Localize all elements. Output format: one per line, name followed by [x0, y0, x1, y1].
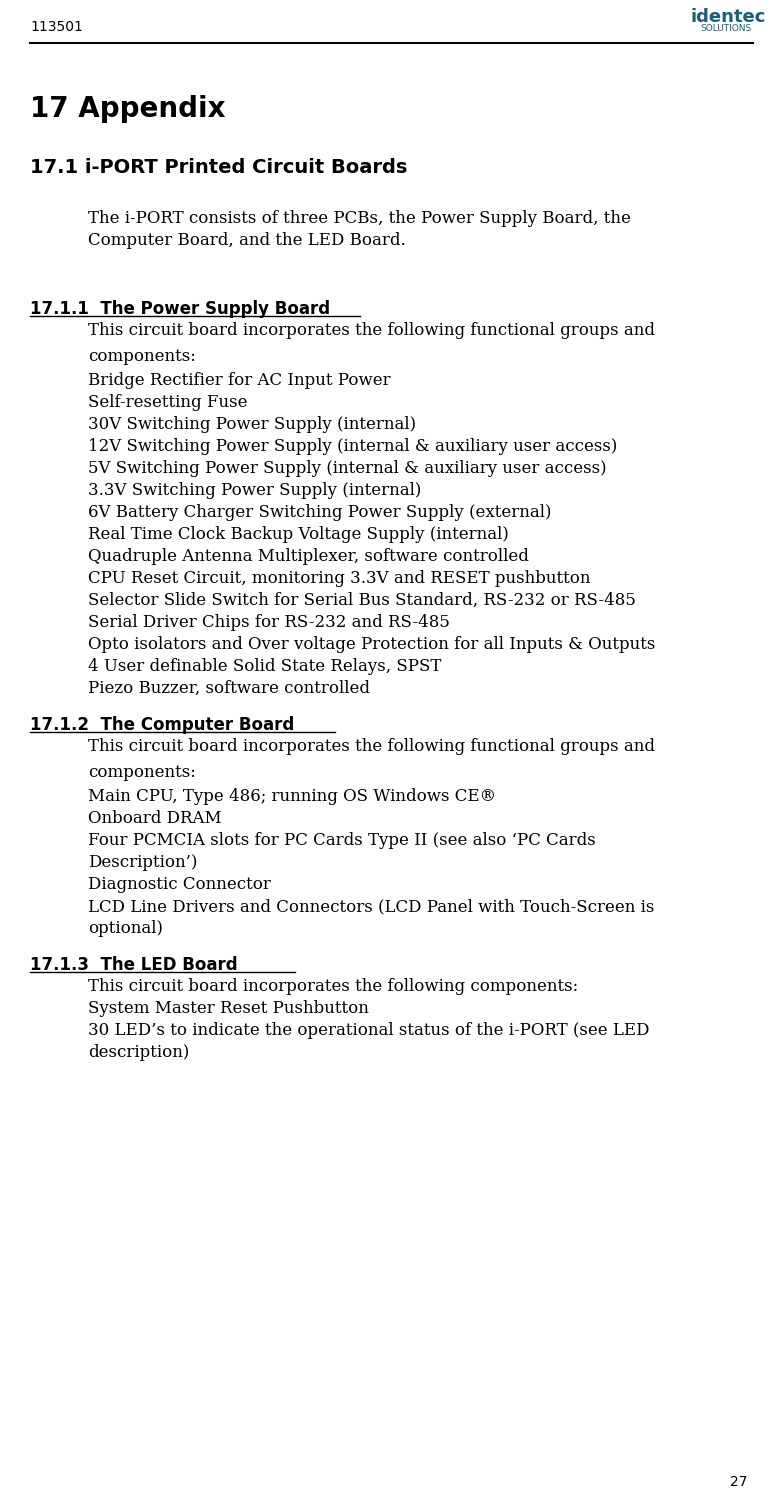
- Text: 113501: 113501: [30, 19, 83, 34]
- Text: Quadruple Antenna Multiplexer, software controlled: Quadruple Antenna Multiplexer, software …: [88, 548, 529, 565]
- Text: 3.3V Switching Power Supply (internal): 3.3V Switching Power Supply (internal): [88, 482, 421, 500]
- Text: Diagnostic Connector: Diagnostic Connector: [88, 877, 271, 893]
- Text: 5V Switching Power Supply (internal & auxiliary user access): 5V Switching Power Supply (internal & au…: [88, 459, 607, 477]
- Text: Description’): Description’): [88, 854, 197, 871]
- Text: 12V Switching Power Supply (internal & auxiliary user access): 12V Switching Power Supply (internal & a…: [88, 438, 617, 455]
- Text: The i-PORT consists of three PCBs, the Power Supply Board, the: The i-PORT consists of three PCBs, the P…: [88, 209, 631, 227]
- Text: Serial Driver Chips for RS-232 and RS-485: Serial Driver Chips for RS-232 and RS-48…: [88, 613, 450, 631]
- Text: 17.1.1  The Power Supply Board: 17.1.1 The Power Supply Board: [30, 301, 330, 319]
- Text: SOLUTIONS: SOLUTIONS: [700, 24, 751, 33]
- Text: This circuit board incorporates the following functional groups and: This circuit board incorporates the foll…: [88, 322, 655, 340]
- Text: CPU Reset Circuit, monitoring 3.3V and RESET pushbutton: CPU Reset Circuit, monitoring 3.3V and R…: [88, 570, 590, 586]
- Text: Selector Slide Switch for Serial Bus Standard, RS-232 or RS-485: Selector Slide Switch for Serial Bus Sta…: [88, 592, 636, 609]
- Text: 4 User definable Solid State Relays, SPST: 4 User definable Solid State Relays, SPS…: [88, 658, 442, 675]
- Text: System Master Reset Pushbutton: System Master Reset Pushbutton: [88, 999, 369, 1017]
- Text: This circuit board incorporates the following components:: This circuit board incorporates the foll…: [88, 978, 579, 995]
- Text: Computer Board, and the LED Board.: Computer Board, and the LED Board.: [88, 232, 406, 248]
- Text: Real Time Clock Backup Voltage Supply (internal): Real Time Clock Backup Voltage Supply (i…: [88, 527, 509, 543]
- Text: components:: components:: [88, 349, 196, 365]
- Text: Main CPU, Type 486; running OS Windows CE®: Main CPU, Type 486; running OS Windows C…: [88, 788, 496, 805]
- Text: Piezo Buzzer, software controlled: Piezo Buzzer, software controlled: [88, 681, 370, 697]
- Text: 17.1 i-PORT Printed Circuit Boards: 17.1 i-PORT Printed Circuit Boards: [30, 159, 407, 177]
- Text: 17 Appendix: 17 Appendix: [30, 96, 226, 123]
- Text: 6V Battery Charger Switching Power Supply (external): 6V Battery Charger Switching Power Suppl…: [88, 504, 551, 521]
- Text: Self-resetting Fuse: Self-resetting Fuse: [88, 393, 247, 411]
- Text: components:: components:: [88, 764, 196, 781]
- Text: 30 LED’s to indicate the operational status of the i-PORT (see LED: 30 LED’s to indicate the operational sta…: [88, 1022, 650, 1040]
- Text: 17.1.2  The Computer Board: 17.1.2 The Computer Board: [30, 717, 294, 735]
- Text: description): description): [88, 1044, 189, 1061]
- Text: Onboard DRAM: Onboard DRAM: [88, 809, 222, 827]
- Text: This circuit board incorporates the following functional groups and: This circuit board incorporates the foll…: [88, 738, 655, 755]
- Text: optional): optional): [88, 920, 163, 936]
- Text: Four PCMCIA slots for PC Cards Type II (see also ‘PC Cards: Four PCMCIA slots for PC Cards Type II (…: [88, 832, 596, 850]
- Text: 30V Switching Power Supply (internal): 30V Switching Power Supply (internal): [88, 416, 416, 432]
- Text: Bridge Rectifier for AC Input Power: Bridge Rectifier for AC Input Power: [88, 373, 391, 389]
- Text: Opto isolators and Over voltage Protection for all Inputs & Outputs: Opto isolators and Over voltage Protecti…: [88, 636, 655, 652]
- Text: LCD Line Drivers and Connectors (LCD Panel with Touch-Screen is: LCD Line Drivers and Connectors (LCD Pan…: [88, 898, 655, 916]
- Text: 27: 27: [730, 1475, 748, 1489]
- Text: 17.1.3  The LED Board: 17.1.3 The LED Board: [30, 956, 237, 974]
- Text: identec: identec: [690, 7, 765, 25]
